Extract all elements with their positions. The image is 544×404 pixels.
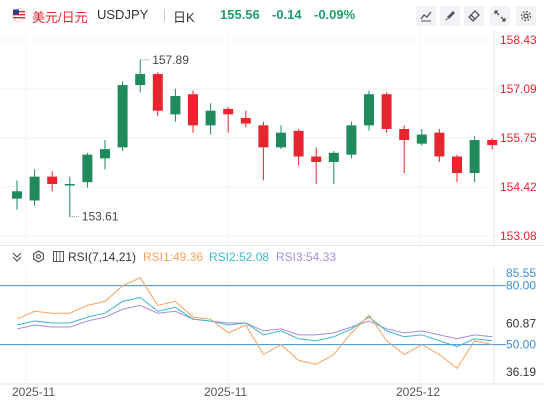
timeframe-selector[interactable]: 日K: [173, 10, 195, 25]
fullscreen-icon: [494, 10, 506, 22]
candle-body: [188, 94, 198, 126]
candle-body: [100, 149, 110, 159]
collapse-icon[interactable]: [11, 250, 23, 262]
candle-body: [117, 85, 128, 148]
fullscreen-button[interactable]: [490, 6, 510, 26]
candlestick-chart[interactable]: 158.43 157.09 155.75 154.42 153.08 157.89 153.…: [0, 30, 544, 246]
rsi3-line: [16, 304, 493, 340]
candle-body: [12, 191, 22, 199]
low-price-label: 153.61: [82, 210, 119, 224]
candle-body: [64, 183, 75, 186]
candle-body: [328, 152, 339, 162]
candle-body: [276, 132, 286, 148]
candle-body: [47, 176, 58, 184]
candle-body: [258, 125, 269, 148]
rsi-legend: RSI(7,14,21) RSI1:49.36 RSI2:52.08 RSI3:…: [0, 246, 544, 266]
candle-body: [82, 154, 93, 183]
brush-tool-button[interactable]: [440, 6, 460, 26]
dots-grid-icon[interactable]: [53, 251, 64, 262]
candle-body: [293, 130, 304, 157]
date-axis-label: 2025-12: [396, 385, 440, 399]
pair-symbol[interactable]: USDJPY: [97, 7, 149, 22]
divider: [164, 9, 165, 22]
rsi2-value: RSI2:52.08: [209, 250, 270, 264]
price-level-label: 154.42: [500, 180, 537, 194]
candle-body: [223, 108, 234, 115]
price-level-label: 157.09: [500, 82, 537, 96]
candle-body: [152, 74, 163, 111]
candle-body: [416, 134, 427, 144]
rsi-level-label: 36.19: [506, 365, 536, 379]
rsi-level-label: 50.00: [506, 338, 536, 352]
chart-line-tool-button[interactable]: [416, 6, 436, 26]
candle-body: [469, 140, 480, 173]
candle-body: [311, 156, 322, 162]
candle-body: [452, 156, 462, 173]
brush-icon: [445, 11, 455, 21]
candle-body: [399, 129, 410, 141]
rsi-level-label: 80.00: [506, 279, 536, 293]
chart-header: 美元/日元 USDJPY 日K 155.56 -0.14 -0.09%: [0, 0, 544, 30]
rsi1-line: [16, 277, 493, 369]
candle-body: [205, 110, 216, 126]
rsi2-line: [16, 296, 493, 348]
candle-body: [240, 118, 251, 124]
candle-body: [135, 74, 146, 86]
chart-line-icon: [420, 11, 432, 22]
candle-body: [170, 96, 181, 115]
eraser-icon: [468, 10, 480, 22]
eraser-tool-button[interactable]: [464, 6, 484, 26]
gear-icon: [520, 10, 532, 22]
candle-body: [29, 176, 40, 201]
rsi3-value: RSI3:54.33: [276, 250, 337, 264]
high-price-label: 157.89: [152, 53, 189, 67]
price-level-label: 153.08: [500, 229, 537, 243]
rsi-level-label: 85.55: [506, 266, 536, 280]
rsi-level-label: 60.87: [506, 316, 536, 330]
settings-icon[interactable]: [32, 250, 45, 263]
date-axis-label: 2025-11: [12, 385, 55, 399]
candle-body: [346, 125, 357, 155]
rsi1-value: RSI1:49.36: [143, 250, 204, 264]
date-axis-label: 2025-11: [204, 385, 247, 399]
last-price: 155.56: [220, 7, 260, 22]
price-level-label: 158.43: [500, 33, 537, 47]
candle-body: [381, 94, 392, 130]
candle-body: [434, 132, 445, 157]
price-level-label: 155.75: [500, 131, 537, 145]
us-flag-icon: [12, 8, 26, 22]
candle-body: [487, 140, 498, 146]
pair-name[interactable]: 美元/日元: [32, 10, 88, 25]
price-change: -0.14: [272, 7, 302, 22]
candle-body: [364, 94, 374, 126]
rsi-name: RSI(7,14,21): [68, 250, 137, 264]
settings-button[interactable]: [516, 6, 536, 26]
price-change-percent: -0.09%: [314, 7, 356, 22]
